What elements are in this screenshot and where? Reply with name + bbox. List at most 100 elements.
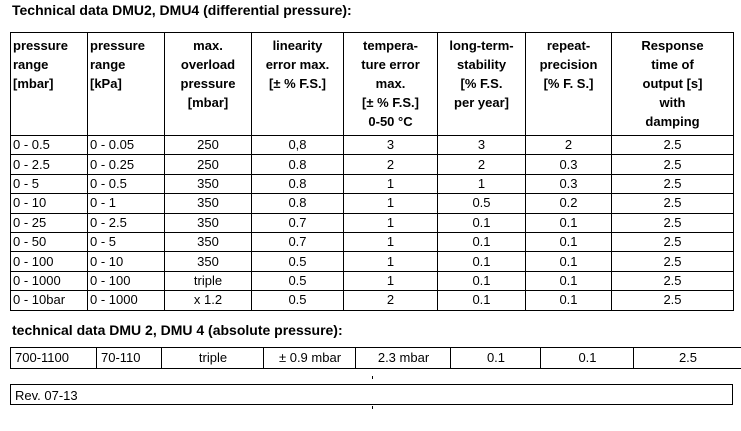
column-header-line: pressure: [180, 76, 236, 91]
table-row: 0 - 0.5 0 - 0.05 250 0,8 3 3 2 2.5: [10, 134, 734, 156]
table-cell: 0 - 5: [10, 173, 88, 195]
table-row: 0 - 50 0 - 5 350 0.7 1 0.1 0.1 2.5: [10, 231, 734, 253]
table-cell: 2.5: [611, 251, 734, 272]
table-row: 0 - 100 0 - 10 350 0.5 1 0.1 0.1 2.5: [10, 251, 734, 272]
column-header: max. overload pressure [mbar]: [164, 32, 252, 136]
column-header-line: overload: [180, 57, 236, 72]
table-cell: 250: [164, 154, 252, 175]
absolute-row-cell: triple: [161, 348, 264, 368]
column-header-line: tempera-: [363, 38, 418, 53]
table-cell: 0 - 50: [10, 231, 88, 253]
table-cell: 0 - 25: [10, 212, 88, 233]
column-header-line: [mbar]: [13, 76, 54, 91]
table-cell: 0 - 0.5: [10, 134, 88, 156]
table-cell: 0.1: [525, 290, 612, 311]
column-header-line: with: [659, 95, 686, 110]
column-header-line: time of: [651, 57, 694, 72]
column-header-line: per year]: [454, 95, 509, 110]
table-row: 0 - 2.5 0 - 0.25 250 0.8 2 2 0.3 2.5: [10, 154, 734, 175]
table-cell: 2.5: [611, 193, 734, 214]
table-cell: 2: [437, 154, 526, 175]
table-cell: 0 - 10: [10, 193, 88, 214]
table-cell: 0.5: [251, 290, 344, 311]
table-cell: 0 - 5: [87, 231, 165, 253]
column-header-line: stability: [456, 57, 507, 72]
table-cell: 0.3: [525, 154, 612, 175]
table-cell: 0.1: [437, 212, 526, 233]
table-row: 0 - 25 0 - 2.5 350 0.7 1 0.1 0.1 2.5: [10, 212, 734, 233]
table-cell: 350: [164, 231, 252, 253]
table-cell: 0 - 1000: [10, 270, 88, 292]
table-cell: 0 - 0.25: [87, 154, 165, 175]
table-cell: 0 - 10bar: [10, 290, 88, 311]
table-cell: 0 - 100: [87, 270, 165, 292]
column-header-line: ture error: [361, 57, 420, 72]
column-header-line: long-term-: [449, 38, 514, 53]
absolute-row-cell: 2.5: [633, 348, 741, 368]
table-cell: 0.5: [437, 193, 526, 214]
absolute-row-cell: 700-1100: [10, 348, 96, 368]
table-cell: 0 - 2.5: [10, 154, 88, 175]
absolute-row-cell: 70-110: [96, 348, 161, 368]
absolute-pressure-row: 700-1100 70-110 triple ± 0.9 mbar 2.3 mbar 0.…: [10, 347, 741, 371]
column-header-line: linearity: [272, 38, 323, 53]
table-cell: 0.1: [437, 231, 526, 253]
table-cell: 1: [343, 173, 438, 195]
table-cell: 0,8: [251, 134, 344, 156]
table-cell: 250: [164, 134, 252, 156]
table-cell: 350: [164, 173, 252, 195]
table-cell: 0.1: [437, 251, 526, 272]
absolute-row-cell: ± 0.9 mbar: [263, 348, 356, 368]
column-header: tempera-ture error max. [± % F.S.] 0-50 °C: [343, 32, 438, 136]
table-cell: 0.1: [437, 270, 526, 292]
column-header: repeat-precision [% F. S.]: [525, 32, 612, 136]
column-header-line: range: [90, 57, 126, 72]
table-cell: 0 - 100: [10, 251, 88, 272]
table-cell: 350: [164, 251, 252, 272]
table-cell: 350: [164, 212, 252, 233]
table-cell: x 1.2: [164, 290, 252, 311]
table-cell: 2.5: [611, 134, 734, 156]
table-header-row: pressure range [mbar] pressure range [kPa] max…: [10, 32, 734, 136]
divider-tick: [372, 376, 373, 379]
column-header: pressure range [mbar]: [10, 32, 88, 136]
column-header: long-term-stability [% F.S. per year]: [437, 32, 526, 136]
column-header: Response time of output [s] with damping: [611, 32, 734, 136]
heading-absolute-pressure: technical data DMU 2, DMU 4 (absolute pr…: [12, 322, 343, 338]
table-cell: 2.5: [611, 154, 734, 175]
column-header-line: pressure: [90, 38, 145, 53]
column-header-line: range: [13, 57, 49, 72]
absolute-row-border: [10, 347, 741, 369]
column-header-line: Response: [641, 38, 704, 53]
table-cell: 0.5: [251, 270, 344, 292]
column-header-line: repeat-: [546, 38, 591, 53]
table-cell: 0.7: [251, 231, 344, 253]
table-row: 0 - 10 0 - 1 350 0.8 1 0.5 0.2 2.5: [10, 193, 734, 214]
table-cell: 0.2: [525, 193, 612, 214]
heading-differential-pressure: Technical data DMU2, DMU4 (differential …: [12, 2, 352, 18]
column-header-line: pressure: [13, 38, 68, 53]
column-header-line: error max.: [265, 57, 330, 72]
table-cell: 350: [164, 193, 252, 214]
column-header-line: [mbar]: [187, 95, 229, 110]
table-row: 0 - 10bar 0 - 1000 x 1.2 0.5 2 0.1 0.1 2.5: [10, 290, 734, 311]
column-header-line: damping: [645, 114, 700, 129]
table-cell: 0 - 0.5: [87, 173, 165, 195]
table-cell: 3: [437, 134, 526, 156]
table-cell: 2: [525, 134, 612, 156]
table-cell: 1: [343, 231, 438, 253]
table-cell: 0 - 1000: [87, 290, 165, 311]
table-body: 0 - 0.5 0 - 0.05 250 0,8 3 3 2 2.5 0 - 2.5 0 - 0.…: [10, 134, 734, 311]
absolute-row-cell: 0.1: [450, 348, 541, 368]
table-cell: 3: [343, 134, 438, 156]
column-header-line: max.: [193, 38, 223, 53]
revision-box: Rev. 07-13: [10, 384, 733, 405]
table-cell: 0 - 2.5: [87, 212, 165, 233]
table-cell: 2.5: [611, 290, 734, 311]
table-cell: 2: [343, 154, 438, 175]
table-cell: 1: [343, 251, 438, 272]
column-header-line: max.: [375, 76, 406, 91]
table-cell: 0.5: [251, 251, 344, 272]
absolute-row-cell: 0.1: [540, 348, 634, 368]
